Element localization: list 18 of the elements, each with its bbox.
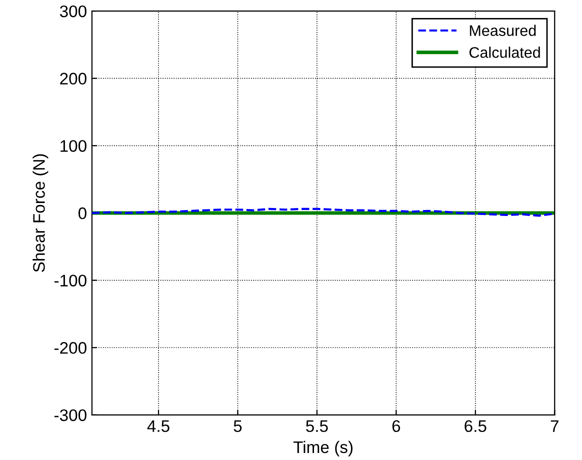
y-tick-label: 300 [60,5,86,18]
line-series [92,208,555,217]
y-tick-label: 0 [78,207,86,220]
y-tick-label: 200 [60,72,86,85]
x-tick-label: 6 [392,420,400,432]
y-tick-label: -100 [54,274,86,286]
x-tick-label: 7 [550,420,558,432]
x-tick-label: 6.5 [464,420,486,432]
y-axis-title: Shear Force (N) [32,154,48,272]
y-tick-label: -300 [54,409,86,422]
x-tick-label: 5 [234,420,242,432]
x-tick-label: 4.5 [147,420,170,432]
x-axis-title: Time (s) [293,440,353,456]
y-tick-label: -200 [54,342,86,354]
legend-label: Measured [470,24,536,36]
y-tick-label: 100 [60,140,86,152]
legend-label: Calculated [469,46,540,58]
x-tick-label: 5.5 [306,420,328,432]
